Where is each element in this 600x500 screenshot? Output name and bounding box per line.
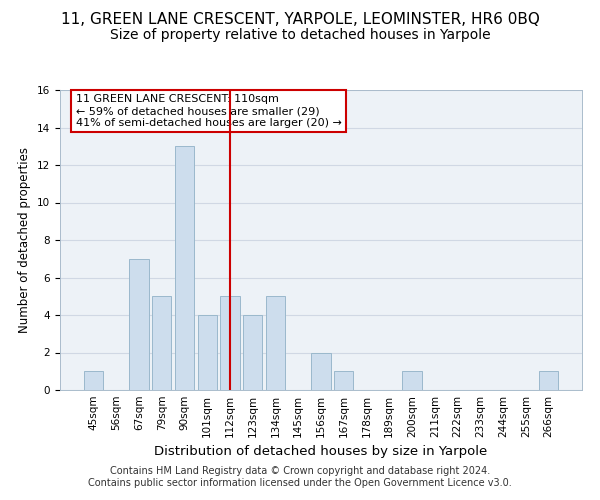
Text: Contains HM Land Registry data © Crown copyright and database right 2024.
Contai: Contains HM Land Registry data © Crown c…: [88, 466, 512, 487]
Bar: [175, 146, 194, 390]
Bar: [129, 259, 149, 390]
Text: Size of property relative to detached houses in Yarpole: Size of property relative to detached ho…: [110, 28, 490, 42]
Bar: [243, 315, 262, 390]
Text: 11 GREEN LANE CRESCENT: 110sqm
← 59% of detached houses are smaller (29)
41% of : 11 GREEN LANE CRESCENT: 110sqm ← 59% of …: [76, 94, 341, 128]
X-axis label: Distribution of detached houses by size in Yarpole: Distribution of detached houses by size …: [154, 446, 488, 458]
Bar: [311, 352, 331, 390]
Y-axis label: Number of detached properties: Number of detached properties: [19, 147, 31, 333]
Text: 11, GREEN LANE CRESCENT, YARPOLE, LEOMINSTER, HR6 0BQ: 11, GREEN LANE CRESCENT, YARPOLE, LEOMIN…: [61, 12, 539, 28]
Bar: [266, 296, 285, 390]
Bar: [403, 371, 422, 390]
Bar: [84, 371, 103, 390]
Bar: [197, 315, 217, 390]
Bar: [334, 371, 353, 390]
Bar: [220, 296, 239, 390]
Bar: [152, 296, 172, 390]
Bar: [539, 371, 558, 390]
